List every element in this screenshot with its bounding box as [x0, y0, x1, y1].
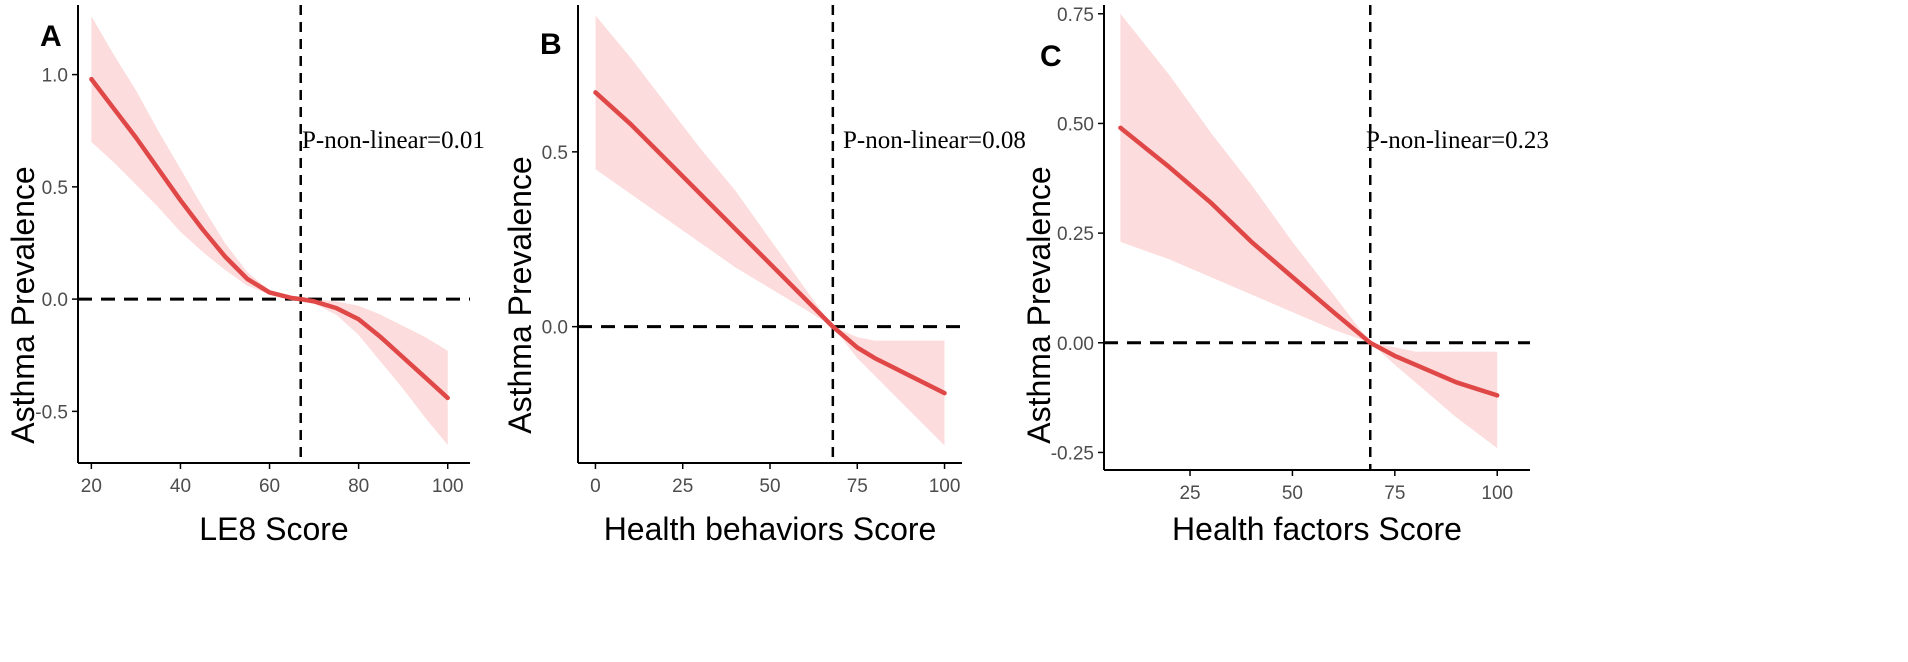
- estimate-line: [593, 90, 947, 396]
- x-tick-label: 100: [1481, 483, 1513, 504]
- x-tick-label: 80: [348, 476, 369, 497]
- y-tick-label: 0.75: [1057, 5, 1094, 26]
- x-tick-label: 25: [672, 476, 693, 497]
- y-axis-title: Asthma Prevalence: [5, 166, 41, 443]
- p-value-annotation: P-non-linear=0.23: [1366, 127, 1549, 154]
- y-tick-label: -0.25: [1051, 443, 1094, 464]
- y-tick-label: -0.5: [35, 402, 68, 423]
- panel-letter: C: [1040, 40, 1062, 73]
- confidence-band: [91, 16, 448, 445]
- y-tick-label: 0.25: [1057, 224, 1094, 245]
- x-tick-label: 100: [929, 476, 961, 497]
- confidence-band: [595, 15, 945, 446]
- estimate-line: [89, 76, 450, 401]
- x-tick-label: 40: [170, 476, 191, 497]
- x-axis-title: Health behaviors Score: [604, 511, 937, 547]
- y-tick-label: 0.5: [542, 143, 568, 164]
- x-tick-label: 0: [590, 476, 601, 497]
- y-axis-title: Asthma Prevalence: [1021, 166, 1057, 443]
- p-value-annotation: P-non-linear=0.01: [302, 127, 485, 154]
- x-tick-label: 25: [1179, 483, 1200, 504]
- y-axis-title: Asthma Prevalence: [502, 156, 538, 433]
- x-axis-title: LE8 Score: [199, 511, 348, 547]
- panel-a: 20 40 60 80 100 1.0 0.5 0.0 -0.5 A P-non-linear=0.…: [5, 5, 485, 547]
- x-tick-label: 75: [847, 476, 868, 497]
- confidence-band: [1120, 13, 1498, 449]
- x-tick-label: 20: [81, 476, 102, 497]
- y-tick-label: 0.5: [42, 178, 68, 199]
- x-tick-label: 50: [759, 476, 780, 497]
- panel-letter: B: [540, 28, 562, 61]
- x-tick-label: 100: [432, 476, 464, 497]
- panel-c: 25 50 75 100 0.75 0.50 0.25 0.00 -0.25 C P-non-lin…: [1021, 5, 1549, 547]
- panel-b: 0 25 50 75 100 0.5 0.0 B P-non-linear=0.08 Health…: [502, 5, 1026, 547]
- y-tick-label: 0.00: [1057, 334, 1094, 355]
- panel-letter: A: [40, 20, 62, 53]
- p-value-annotation: P-non-linear=0.08: [843, 127, 1026, 154]
- x-tick-label: 75: [1384, 483, 1405, 504]
- y-tick-label: 0.50: [1057, 114, 1094, 135]
- x-tick-label: 60: [259, 476, 280, 497]
- x-tick-label: 50: [1282, 483, 1303, 504]
- y-tick-label: 1.0: [42, 66, 68, 87]
- y-tick-label: 0.0: [542, 318, 568, 339]
- x-axis-title: Health factors Score: [1172, 511, 1462, 547]
- estimate-line: [1118, 125, 1500, 398]
- y-tick-label: 0.0: [42, 290, 68, 311]
